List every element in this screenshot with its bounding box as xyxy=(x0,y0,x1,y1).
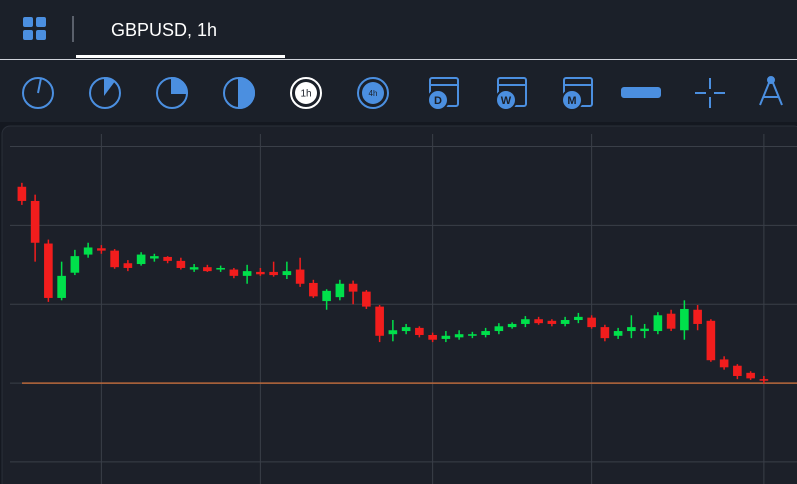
timeframe-1m[interactable] xyxy=(22,77,54,109)
candle-body xyxy=(534,319,543,324)
timeframe-4h[interactable] xyxy=(357,77,389,109)
timeframe-label: 4h xyxy=(369,89,378,98)
candle-body xyxy=(150,256,159,259)
candle-body xyxy=(388,330,398,335)
candle-body xyxy=(110,250,119,268)
menu-button[interactable] xyxy=(23,17,46,40)
timeframe-week[interactable] xyxy=(495,77,527,111)
candle-body xyxy=(706,320,716,361)
candle-body xyxy=(44,243,53,298)
timeframe-label: W xyxy=(501,95,512,107)
timeframe-1h[interactable] xyxy=(290,77,322,109)
candle-body xyxy=(136,254,146,265)
candle-body xyxy=(468,334,477,336)
candle-body xyxy=(441,335,451,339)
candle-body xyxy=(17,186,27,201)
candle-body xyxy=(613,331,623,336)
candle-body xyxy=(428,334,437,340)
candle-body xyxy=(680,308,689,331)
candle-body xyxy=(176,260,186,268)
plot-area xyxy=(10,134,797,484)
candle-body xyxy=(640,328,649,332)
candle-body xyxy=(415,327,424,335)
candle-body xyxy=(560,320,570,324)
candle-body xyxy=(335,283,345,298)
candle-body xyxy=(494,326,504,332)
candle-body xyxy=(547,320,557,324)
candle-body xyxy=(574,316,583,321)
candle-body xyxy=(242,271,252,276)
toolbar xyxy=(0,60,797,122)
candle-body xyxy=(454,334,464,338)
candle-body xyxy=(30,200,40,243)
candle-body xyxy=(229,269,239,276)
candle-body xyxy=(216,267,225,270)
candle-body xyxy=(507,323,517,328)
tab-underline xyxy=(76,55,285,58)
candle-body xyxy=(627,327,636,332)
candle-body xyxy=(309,282,318,297)
drawing-tool[interactable] xyxy=(759,76,783,106)
candle-body xyxy=(83,247,93,255)
candle-body xyxy=(759,379,769,381)
candle-body xyxy=(666,313,676,329)
candle-body xyxy=(163,256,172,261)
candle-body xyxy=(733,365,742,376)
candle-body xyxy=(189,267,199,270)
candle-body xyxy=(693,309,702,324)
timeframe-15m[interactable] xyxy=(156,76,189,109)
candle-body xyxy=(269,271,278,276)
candle-body xyxy=(123,263,133,268)
candle-body xyxy=(348,283,358,292)
timeframe-month[interactable] xyxy=(561,77,593,111)
timeframe-label: 1h xyxy=(300,89,311,100)
crosshair-tool[interactable] xyxy=(695,78,725,108)
candle-body xyxy=(203,267,212,272)
candle-body xyxy=(362,291,371,307)
candle-body xyxy=(401,327,411,332)
timeframe-label: D xyxy=(434,95,442,107)
chart-panel xyxy=(1,125,797,484)
tab-bar xyxy=(0,0,797,60)
candle-body xyxy=(97,248,106,251)
candle-body xyxy=(57,275,66,298)
candle-body xyxy=(521,319,530,324)
candle-body xyxy=(375,306,384,336)
candle-body xyxy=(256,271,265,275)
candle-body xyxy=(481,331,490,335)
candle-body xyxy=(282,271,292,276)
timeframe-day[interactable] xyxy=(427,77,459,111)
candle-body xyxy=(322,290,331,302)
tab[interactable]: GBPUSD, 1h xyxy=(76,20,285,58)
timeframe-30m[interactable] xyxy=(223,76,255,110)
candle-body xyxy=(719,359,729,368)
candle-body xyxy=(70,256,80,273)
tab-title[interactable]: GBPUSD, 1h xyxy=(111,20,217,40)
candle-body xyxy=(746,372,755,379)
ruler-tool[interactable] xyxy=(621,87,661,98)
timeframe-label: M xyxy=(567,95,576,107)
candle-body xyxy=(653,315,663,332)
candle-body xyxy=(587,317,596,328)
candle-body xyxy=(600,327,610,339)
timeframe-5m[interactable] xyxy=(89,76,121,109)
candle-body xyxy=(295,269,305,284)
